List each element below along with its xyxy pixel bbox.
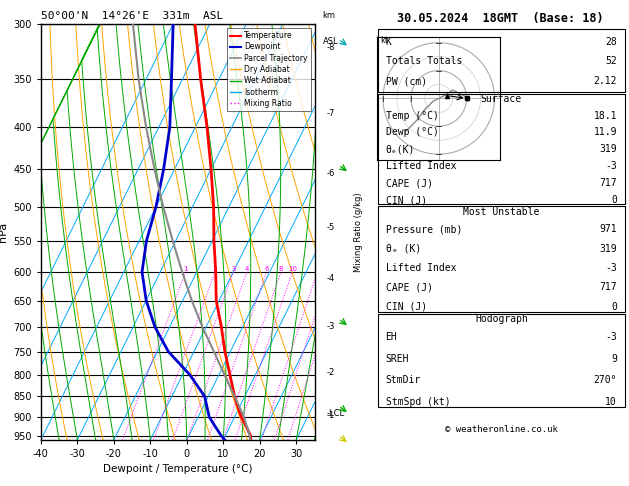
- Text: CIN (J): CIN (J): [386, 195, 426, 205]
- Text: 50°00'N  14°26'E  331m  ASL: 50°00'N 14°26'E 331m ASL: [41, 11, 223, 21]
- Text: 10: 10: [605, 397, 617, 407]
- Text: Dewp (°C): Dewp (°C): [386, 127, 438, 138]
- Text: -8: -8: [326, 43, 335, 52]
- Text: SREH: SREH: [386, 354, 409, 364]
- Text: 270°: 270°: [594, 375, 617, 385]
- Text: -2: -2: [326, 368, 335, 377]
- Text: 4: 4: [245, 266, 249, 272]
- X-axis label: Dewpoint / Temperature (°C): Dewpoint / Temperature (°C): [103, 465, 252, 474]
- Text: 8: 8: [279, 266, 283, 272]
- Text: Most Unstable: Most Unstable: [463, 207, 540, 217]
- Bar: [378, 207, 625, 312]
- Text: 319: 319: [599, 144, 617, 155]
- Text: θₑ(K): θₑ(K): [386, 144, 415, 155]
- Text: -3: -3: [605, 161, 617, 172]
- Text: PW (cm): PW (cm): [386, 76, 426, 86]
- Text: -6: -6: [326, 169, 335, 177]
- Text: © weatheronline.co.uk: © weatheronline.co.uk: [445, 425, 558, 434]
- Text: θₑ (K): θₑ (K): [386, 243, 421, 254]
- Text: EH: EH: [386, 332, 398, 342]
- Text: 717: 717: [599, 178, 617, 188]
- Text: 28: 28: [605, 36, 617, 47]
- Text: 11.9: 11.9: [594, 127, 617, 138]
- Text: 319: 319: [599, 243, 617, 254]
- Text: 10: 10: [288, 266, 297, 272]
- Text: 717: 717: [599, 282, 617, 293]
- Text: 52: 52: [605, 56, 617, 67]
- Text: CAPE (J): CAPE (J): [386, 282, 433, 293]
- Text: StmDir: StmDir: [386, 375, 421, 385]
- Text: 971: 971: [599, 224, 617, 234]
- Text: 30.05.2024  18GMT  (Base: 18): 30.05.2024 18GMT (Base: 18): [397, 12, 603, 25]
- Text: 0: 0: [611, 195, 617, 205]
- Text: -3: -3: [605, 263, 617, 273]
- Text: CAPE (J): CAPE (J): [386, 178, 433, 188]
- Bar: [378, 29, 625, 91]
- Text: -5: -5: [326, 223, 335, 232]
- Text: km: km: [323, 11, 335, 20]
- Text: Pressure (mb): Pressure (mb): [386, 224, 462, 234]
- Text: 0: 0: [611, 302, 617, 312]
- Text: 6: 6: [264, 266, 269, 272]
- Text: 1: 1: [184, 266, 188, 272]
- Text: ASL: ASL: [323, 37, 338, 46]
- Text: -4: -4: [326, 275, 335, 283]
- Text: StmSpd (kt): StmSpd (kt): [386, 397, 450, 407]
- Text: 9: 9: [611, 354, 617, 364]
- Text: CIN (J): CIN (J): [386, 302, 426, 312]
- Text: Surface: Surface: [481, 94, 522, 104]
- Text: K: K: [386, 36, 391, 47]
- Y-axis label: hPa: hPa: [0, 222, 8, 242]
- Text: -7: -7: [326, 109, 335, 118]
- Text: -LCL: -LCL: [326, 410, 345, 418]
- Text: 2: 2: [213, 266, 218, 272]
- Text: 18.1: 18.1: [594, 110, 617, 121]
- Text: Hodograph: Hodograph: [475, 314, 528, 324]
- Bar: [378, 314, 625, 407]
- Text: Lifted Index: Lifted Index: [386, 263, 456, 273]
- Text: Totals Totals: Totals Totals: [386, 56, 462, 67]
- Text: -1: -1: [326, 412, 335, 420]
- Text: kt: kt: [380, 35, 388, 45]
- Text: Mixing Ratio (g/kg): Mixing Ratio (g/kg): [354, 192, 363, 272]
- Text: Temp (°C): Temp (°C): [386, 110, 438, 121]
- Bar: [378, 94, 625, 205]
- Text: Lifted Index: Lifted Index: [386, 161, 456, 172]
- Text: -3: -3: [605, 332, 617, 342]
- Legend: Temperature, Dewpoint, Parcel Trajectory, Dry Adiabat, Wet Adiabat, Isotherm, Mi: Temperature, Dewpoint, Parcel Trajectory…: [226, 28, 311, 111]
- Text: 2.12: 2.12: [594, 76, 617, 86]
- Text: 3: 3: [231, 266, 236, 272]
- Text: -3: -3: [326, 323, 335, 331]
